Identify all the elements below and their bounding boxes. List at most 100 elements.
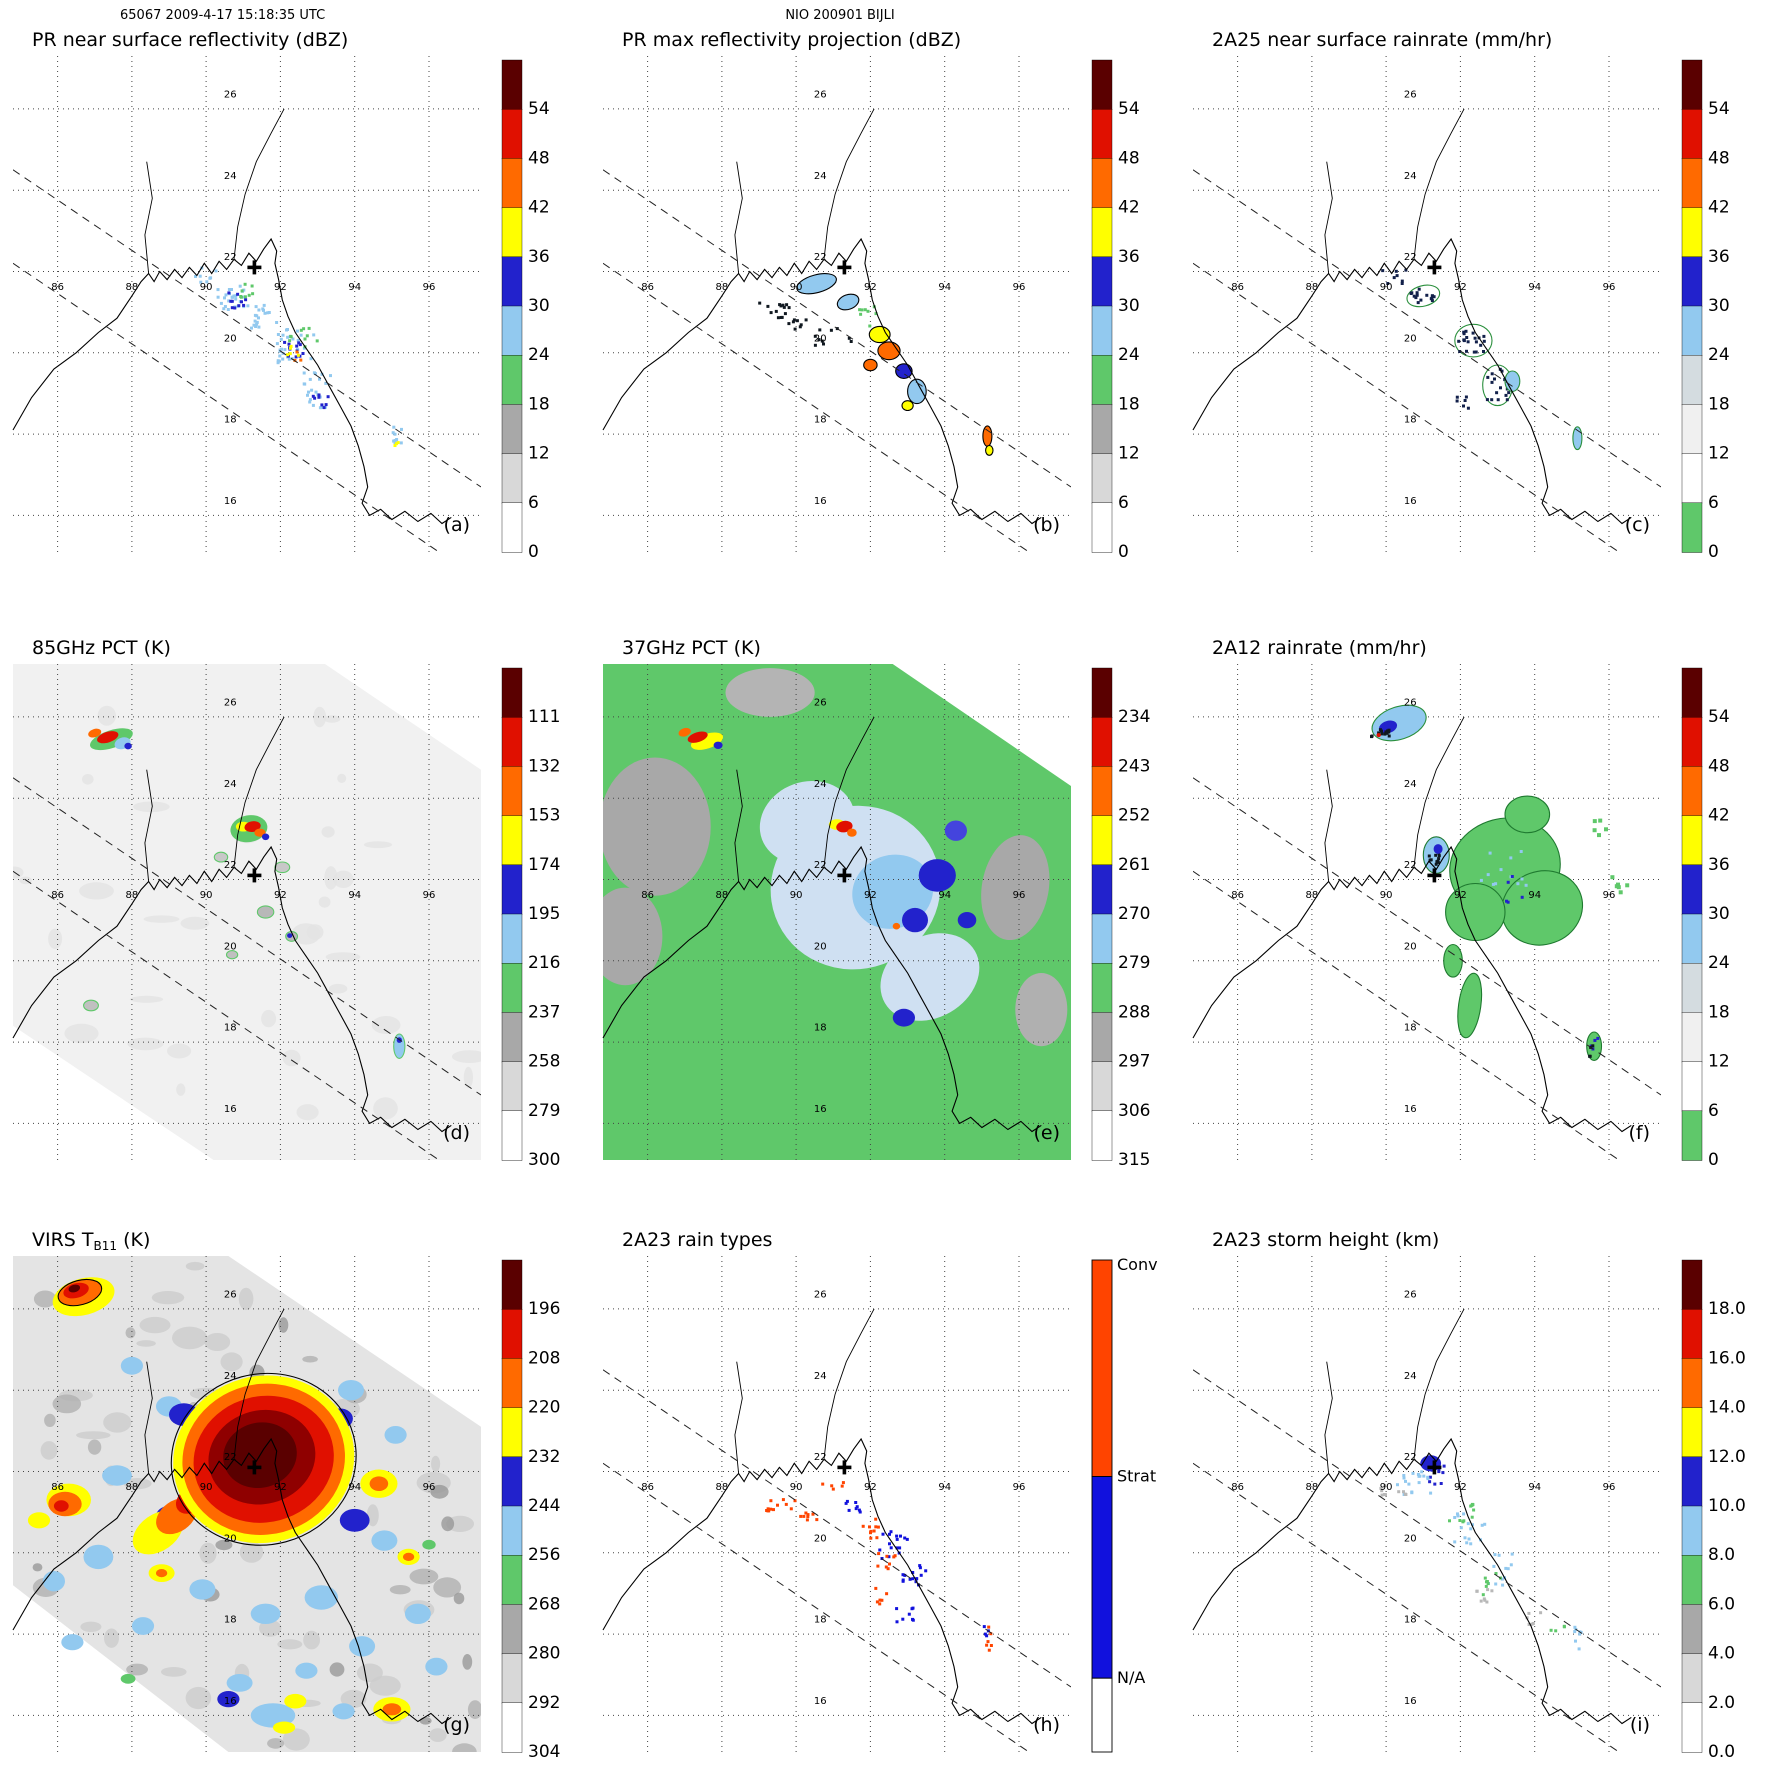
swath-edge-lines — [13, 777, 481, 1160]
colorbar-tick: 279 — [1118, 953, 1150, 973]
svg-text:90: 90 — [1380, 890, 1393, 901]
colorbar-tick: 6 — [528, 493, 539, 513]
colorbar-tick: 14.0 — [1708, 1398, 1746, 1418]
colorbar-tick: 280 — [528, 1644, 560, 1664]
svg-text:96: 96 — [1013, 282, 1026, 293]
svg-text:92: 92 — [864, 1482, 877, 1493]
svg-text:20: 20 — [814, 333, 827, 344]
svg-text:92: 92 — [864, 282, 877, 293]
panel-c: 86 88 90 92 94 96 16 18 20 22 24 26 (c) 54 48 42 36 30 24 1… — [1188, 26, 1766, 570]
panel-d: 86 88 90 92 94 96 16 18 20 22 24 26 (d) 111 132 153 174 1… — [8, 634, 586, 1178]
svg-text:90: 90 — [200, 282, 213, 293]
svg-text:26: 26 — [1404, 698, 1417, 709]
colorbar-tick: 6 — [1708, 1101, 1719, 1121]
svg-text:16: 16 — [814, 496, 827, 507]
panel-title: 2A23 rain types — [622, 1229, 772, 1251]
svg-text:88: 88 — [716, 890, 729, 901]
svg-text:92: 92 — [1454, 890, 1467, 901]
swath-edge-lines — [13, 169, 481, 552]
colorbar-tick: 304 — [528, 1742, 560, 1762]
svg-text:86: 86 — [641, 890, 654, 901]
svg-text:86: 86 — [51, 890, 64, 901]
colorbar-tick: 54 — [1118, 99, 1140, 119]
coastline — [602, 1308, 1042, 1725]
svg-text:18: 18 — [814, 1023, 827, 1034]
svg-text:90: 90 — [200, 1482, 213, 1493]
svg-text:20: 20 — [1404, 1533, 1417, 1544]
colorbar-tick: 36 — [1118, 247, 1140, 267]
colorbar-tick: 42 — [1118, 198, 1140, 218]
panel-tag: (a) — [444, 514, 470, 536]
svg-text:24: 24 — [814, 171, 827, 182]
colorbar-tick: 237 — [528, 1002, 560, 1022]
svg-text:26: 26 — [224, 90, 237, 101]
colorbar-tick: 0.0 — [1708, 1742, 1735, 1762]
map-graticule — [13, 56, 481, 552]
raintype-label: Conv — [1117, 1255, 1158, 1274]
colorbar-tick: 279 — [528, 1101, 560, 1121]
svg-text:94: 94 — [938, 890, 951, 901]
coastline — [12, 716, 452, 1133]
svg-text:26: 26 — [814, 698, 827, 709]
swath-edge-lines — [1193, 777, 1661, 1160]
data-layer — [758, 273, 994, 456]
svg-text:18: 18 — [224, 1615, 237, 1626]
colorbar-tick: 243 — [1118, 756, 1150, 776]
panel-e: 86 88 90 92 94 96 16 18 20 22 24 26 (e) 234 243 252 261 2… — [598, 634, 1176, 1178]
panel-tag: (g) — [443, 1714, 470, 1736]
colorbar-tick: 36 — [528, 247, 550, 267]
map-graticule — [603, 664, 1071, 1160]
svg-text:18: 18 — [224, 415, 237, 426]
colorbar-tick: 30 — [528, 296, 550, 316]
svg-text:26: 26 — [1404, 1290, 1417, 1301]
svg-text:26: 26 — [224, 698, 237, 709]
svg-text:88: 88 — [126, 890, 139, 901]
svg-text:92: 92 — [864, 890, 877, 901]
panel-h: 86 88 90 92 94 96 16 18 20 22 24 26 (h) Conv Strat N/A 2… — [598, 1226, 1176, 1770]
svg-text:92: 92 — [274, 890, 287, 901]
svg-text:20: 20 — [1404, 333, 1417, 344]
colorbar-tick: 24 — [1118, 345, 1140, 365]
swath-edge-lines — [1193, 169, 1661, 552]
svg-text:90: 90 — [790, 890, 803, 901]
colorbar-tick: 111 — [528, 707, 560, 727]
overpass-header: 65067 2009-4-17 15:18:35 UTC — [120, 8, 326, 23]
svg-text:86: 86 — [51, 282, 64, 293]
svg-text:22: 22 — [224, 860, 237, 871]
svg-text:18: 18 — [1404, 1023, 1417, 1034]
colorbar-tick: 315 — [1118, 1150, 1150, 1170]
svg-text:26: 26 — [814, 1290, 827, 1301]
svg-text:92: 92 — [1454, 1482, 1467, 1493]
colorbar-tick: 6 — [1708, 493, 1719, 513]
colorbar-tick: 261 — [1118, 855, 1150, 875]
svg-text:16: 16 — [224, 1696, 237, 1707]
colorbar-tick: 196 — [528, 1299, 560, 1319]
svg-text:22: 22 — [814, 860, 827, 871]
graticule-labels: 86 88 90 92 94 96 16 18 20 22 24 26 — [51, 698, 435, 1116]
colorbar-tick: 48 — [528, 148, 550, 168]
storm-center-marker — [247, 1460, 262, 1475]
svg-text:88: 88 — [716, 1482, 729, 1493]
colorbar-tick: 24 — [1708, 345, 1730, 365]
panel-tag: (f) — [1628, 1122, 1650, 1144]
colorbar-tick: 220 — [528, 1398, 560, 1418]
colorbar-tick: 132 — [528, 756, 560, 776]
svg-text:16: 16 — [1404, 1696, 1417, 1707]
svg-text:94: 94 — [1528, 890, 1541, 901]
graticule-labels: 86 88 90 92 94 96 16 18 20 22 24 26 — [51, 90, 435, 508]
colorbar-tick: 297 — [1118, 1052, 1150, 1072]
graticule-labels: 86 88 90 92 94 96 16 18 20 22 24 26 — [641, 90, 1025, 508]
panel-f: 86 88 90 92 94 96 16 18 20 22 24 26 (f) 54 48 42 36 30 24 1… — [1188, 634, 1766, 1178]
colorbar-tick: 252 — [1118, 806, 1150, 826]
storm-center-marker — [837, 868, 852, 883]
svg-text:24: 24 — [814, 1371, 827, 1382]
colorbar-tick: 48 — [1708, 756, 1730, 776]
colorbar: 54 48 42 36 30 24 18 12 6 0 — [1091, 59, 1140, 562]
svg-text:96: 96 — [423, 890, 436, 901]
colorbar-tick: 12 — [1708, 444, 1730, 464]
graticule-labels: 86 88 90 92 94 96 16 18 20 22 24 26 — [1231, 1290, 1615, 1708]
storm-center-marker — [1427, 1460, 1442, 1475]
panel-g-svg: 86 88 90 92 94 96 16 18 20 22 24 26 (g) 196 208 220 232 2… — [12, 1229, 560, 1762]
svg-text:96: 96 — [1603, 1482, 1616, 1493]
